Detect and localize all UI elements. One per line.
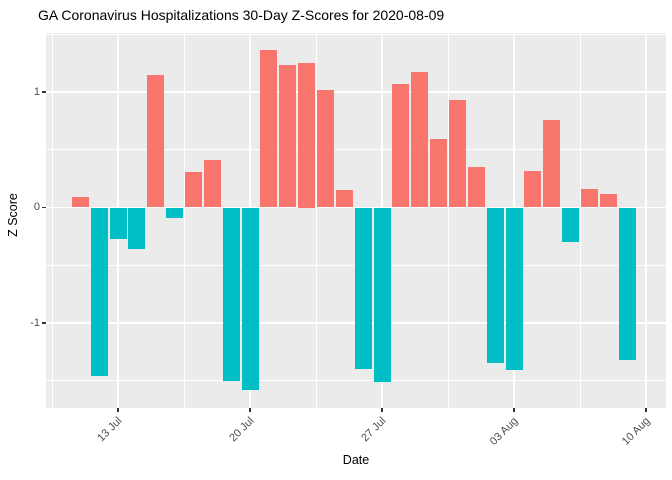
bar — [147, 74, 165, 208]
bar — [260, 50, 278, 208]
x-axis-title: Date — [342, 453, 370, 467]
major-gridline-v — [645, 33, 647, 408]
bar — [411, 72, 429, 208]
minor-gridline-v — [183, 33, 185, 408]
major-gridline-h — [46, 91, 666, 93]
minor-gridline-v — [447, 33, 449, 408]
bar — [166, 207, 184, 218]
x-tick-mark — [513, 408, 515, 412]
bar — [373, 207, 391, 382]
bar — [128, 207, 146, 250]
bar — [222, 207, 240, 381]
y-tick-mark — [42, 322, 46, 324]
bar — [109, 207, 127, 239]
y-tick-mark — [42, 206, 46, 209]
bar — [279, 65, 297, 208]
bar — [448, 100, 466, 208]
bar — [486, 207, 504, 364]
x-tick-mark — [117, 408, 119, 412]
bar — [90, 207, 108, 377]
bar — [203, 160, 221, 208]
bar — [335, 190, 353, 208]
x-tick-mark — [381, 408, 383, 412]
bar — [562, 207, 580, 243]
bar — [241, 207, 259, 390]
minor-gridline-v — [51, 33, 53, 408]
bar — [298, 63, 316, 208]
bar — [430, 139, 448, 208]
bar — [599, 193, 617, 208]
bar — [467, 167, 485, 208]
bar — [580, 189, 598, 208]
bar — [392, 83, 410, 208]
minor-gridline-h — [46, 149, 666, 151]
x-tick-mark — [249, 408, 251, 412]
plot-panel — [46, 33, 666, 408]
bar — [618, 207, 636, 360]
x-tick-mark — [645, 408, 647, 412]
y-tick-label: 1 — [33, 85, 40, 98]
minor-gridline-h — [46, 380, 666, 382]
bar — [316, 89, 334, 208]
bar — [505, 207, 523, 371]
bar — [354, 207, 372, 370]
y-tick-label: -1 — [30, 316, 40, 329]
y-axis-title: Z Score — [6, 193, 20, 237]
minor-gridline-v — [315, 33, 317, 408]
y-tick-mark — [42, 91, 46, 93]
bar — [71, 197, 89, 208]
bar — [184, 171, 202, 208]
minor-gridline-v — [579, 33, 581, 408]
minor-gridline-h — [46, 33, 666, 35]
bar — [524, 170, 542, 208]
chart-title: GA Coronavirus Hospitalizations 30-Day Z… — [38, 7, 445, 23]
y-tick-label: 0 — [33, 201, 40, 213]
bar — [543, 119, 561, 208]
